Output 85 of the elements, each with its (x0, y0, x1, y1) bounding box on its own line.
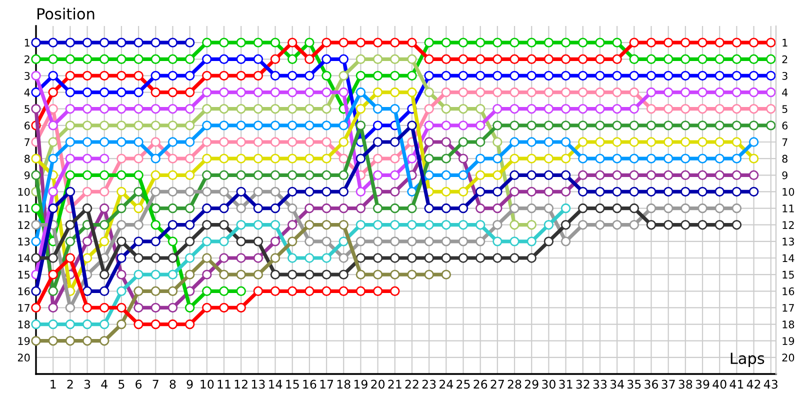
x-tick-label: 20 (371, 380, 385, 389)
y2-tick-label: 11 (782, 204, 794, 212)
x-tick-label: 21 (388, 380, 402, 389)
x-tick-label: 34 (610, 380, 624, 389)
x-tick-label: 26 (474, 380, 488, 389)
y2-tick-label: 2 (782, 55, 788, 64)
y-tick-label: 5 (24, 105, 30, 113)
y2-tick-label: 17 (782, 304, 794, 312)
x-tick-label: 41 (730, 380, 744, 389)
y2-tick-label: 7 (782, 138, 788, 146)
x-tick-label: 12 (234, 380, 248, 389)
y2-tick-label: 8 (782, 154, 788, 163)
y2-tick-label: 19 (782, 337, 794, 345)
y2-tick-label: 9 (782, 171, 788, 180)
x-tick-label: 11 (218, 380, 230, 389)
x-tick-label: 23 (422, 380, 436, 389)
x-tick-label: 13 (252, 380, 265, 389)
x-tick-label: 24 (440, 380, 454, 389)
x-tick-label: 42 (746, 380, 760, 389)
y2-tick-label: 12 (782, 221, 794, 229)
x-tick-label: 22 (405, 380, 418, 389)
y2-tick-label: 15 (782, 270, 794, 279)
y-tick-label: 10 (18, 188, 30, 196)
x-tick-label: 29 (524, 380, 538, 389)
x-tick-label: 31 (559, 380, 572, 389)
y-axis-title: Position (38, 8, 94, 20)
y-tick-label: 9 (24, 171, 30, 180)
y-tick-label: 6 (24, 122, 30, 130)
y-tick-label: 13 (18, 238, 30, 246)
x-axis-title: Laps (730, 352, 764, 368)
x-tick-label: 17 (320, 380, 334, 389)
y2-tick-label: 4 (782, 88, 788, 96)
x-tick-label: 18 (337, 380, 350, 389)
x-tick-label: 32 (576, 380, 590, 389)
x-tick-label: 30 (542, 380, 556, 389)
x-tick-label: 39 (696, 380, 710, 389)
y-tick-label: 18 (18, 320, 30, 328)
x-tick-label: 19 (354, 380, 368, 389)
y-tick-label: 14 (18, 254, 30, 262)
y-tick-label: 3 (24, 72, 30, 80)
x-tick-label: 1 (50, 380, 56, 389)
y-tick-label: 15 (18, 270, 30, 279)
x-tick-label: 4 (101, 380, 108, 389)
y2-tick-label: 20 (782, 354, 794, 362)
x-tick-label: 38 (678, 380, 692, 389)
x-tick-label: 5 (118, 380, 124, 389)
y2-tick-label: 6 (782, 122, 788, 130)
y-tick-label: 16 (18, 287, 30, 296)
x-tick-label: 27 (490, 380, 504, 389)
x-tick-label: 37 (662, 380, 675, 389)
y2-tick-label: 10 (782, 188, 794, 196)
y-tick-label: 2 (24, 55, 30, 64)
x-tick-label: 6 (136, 380, 142, 389)
y-tick-label: 1 (24, 38, 30, 47)
x-tick-label: 9 (186, 380, 193, 389)
x-tick-label: 3 (84, 380, 90, 389)
y-tick-label: 4 (24, 88, 30, 96)
x-tick-label: 10 (200, 380, 214, 389)
y2-tick-label: 5 (782, 105, 788, 113)
x-tick-label: 40 (712, 380, 726, 389)
y2-tick-label: 3 (782, 72, 788, 80)
y-tick-label: 7 (24, 138, 30, 146)
x-tick-label: 28 (508, 380, 522, 389)
y-tick-label: 20 (18, 354, 30, 362)
x-tick-label: 7 (152, 380, 158, 389)
y-tick-label: 11 (18, 204, 30, 212)
y-tick-label: 12 (18, 221, 30, 229)
y-tick-label: 8 (24, 154, 30, 163)
x-tick-label: 8 (170, 380, 176, 389)
y-tick-label: 19 (18, 337, 30, 345)
x-tick-label: 35 (628, 380, 641, 389)
x-tick-label: 14 (269, 380, 282, 389)
y2-tick-label: 18 (782, 320, 794, 328)
y2-tick-label: 13 (782, 238, 794, 246)
x-tick-label: 25 (456, 380, 470, 389)
x-tick-label: 33 (593, 380, 607, 389)
x-tick-label: 2 (67, 380, 73, 389)
x-tick-label: 43 (764, 380, 778, 389)
y-tick-label: 17 (18, 304, 30, 312)
x-tick-label: 16 (303, 380, 316, 389)
y2-tick-label: 16 (782, 287, 794, 296)
x-tick-label: 15 (286, 380, 299, 389)
y2-tick-label: 14 (782, 254, 794, 262)
x-tick-label: 36 (644, 380, 658, 389)
y2-tick-label: 1 (782, 38, 788, 47)
